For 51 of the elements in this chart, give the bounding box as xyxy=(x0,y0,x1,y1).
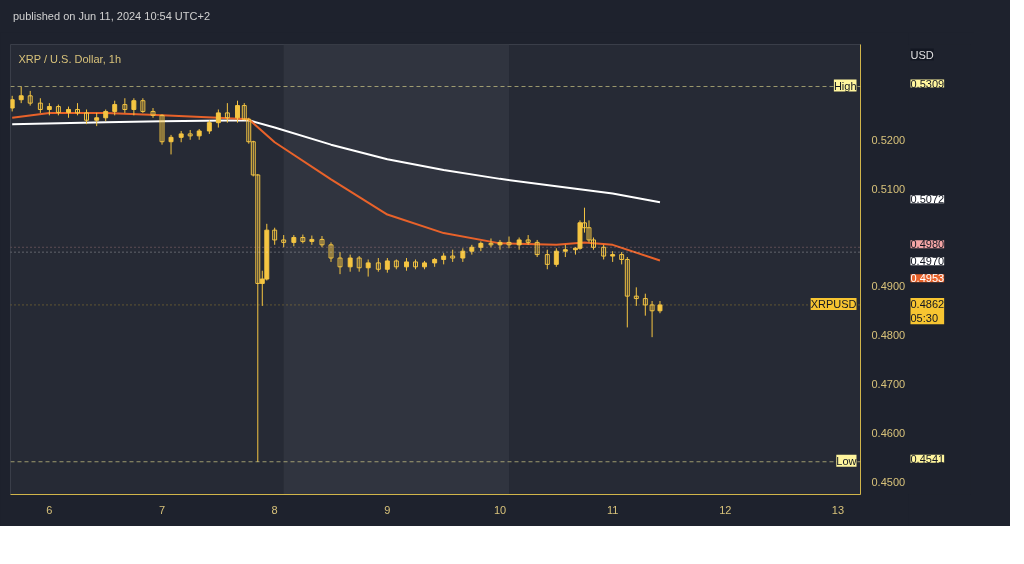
text: 0.4862 xyxy=(910,297,945,310)
y-tick-label: 0.5200 xyxy=(871,133,906,146)
candlestick xyxy=(488,237,494,248)
y-tick-label: 0.4900 xyxy=(871,280,906,293)
text: 0.5072 xyxy=(910,193,945,206)
candlestick xyxy=(649,300,655,338)
candlestick xyxy=(235,100,240,124)
candlestick xyxy=(224,102,230,124)
text: XRP / U.S. Dollar, 1h xyxy=(18,52,122,65)
candlestick xyxy=(516,237,522,251)
candlestick xyxy=(168,134,174,155)
candlestick xyxy=(633,286,639,307)
x-tick-label: 6 xyxy=(46,503,53,516)
y-tick-label: 0.4600 xyxy=(871,426,906,439)
candlestick xyxy=(497,239,503,251)
text: 0.4970 xyxy=(910,255,945,268)
x-tick-label: 9 xyxy=(384,503,391,516)
x-tick-label: 11 xyxy=(606,503,619,516)
candlestick xyxy=(159,113,165,146)
candlestick xyxy=(337,251,343,275)
candlestick xyxy=(150,107,156,119)
x-tick-label: 8 xyxy=(271,503,278,516)
y-axis-title: USD xyxy=(910,48,934,61)
candlestick xyxy=(319,235,325,248)
chart-subtitle: published on Jun 11, 2024 10:54 UTC+2 xyxy=(13,9,211,24)
x-tick-label: 13 xyxy=(831,503,845,516)
candlestick xyxy=(553,247,559,268)
x-tick-label: 10 xyxy=(493,503,507,516)
candlestick xyxy=(140,97,146,114)
x-tick-label: 7 xyxy=(158,503,166,516)
ref-line-label: High xyxy=(833,79,857,92)
candlestick xyxy=(309,235,315,246)
ref-line-label: Low xyxy=(836,454,857,467)
text: 0.4953 xyxy=(910,272,945,285)
text: 0.4541 xyxy=(910,452,945,465)
x-tick-label: 12 xyxy=(719,503,732,516)
y-tick-label: 0.4800 xyxy=(871,329,906,342)
ref-line-label: XRPUSD xyxy=(810,297,857,310)
candlestick xyxy=(328,241,334,263)
line-series xyxy=(11,119,661,204)
text: 05:30 xyxy=(910,312,939,325)
line-series xyxy=(11,111,661,262)
y-tick-label: 0.5100 xyxy=(871,182,906,195)
candlestick xyxy=(215,108,221,129)
text: 0.4980 xyxy=(910,238,945,251)
y-tick-label: 0.4700 xyxy=(871,378,906,391)
y-tick-label: 0.4500 xyxy=(871,475,906,488)
candlestick xyxy=(544,249,550,270)
text: 0.5309 xyxy=(910,77,945,90)
candlestick xyxy=(642,293,648,317)
candlestick xyxy=(506,236,512,249)
